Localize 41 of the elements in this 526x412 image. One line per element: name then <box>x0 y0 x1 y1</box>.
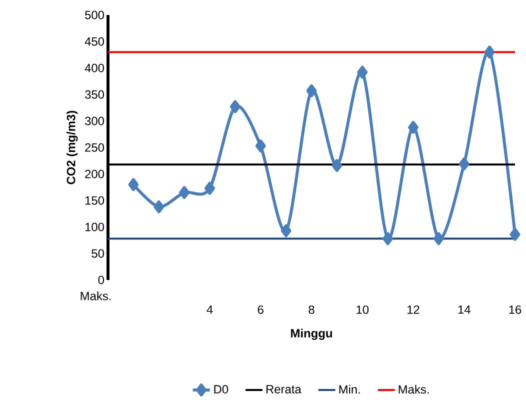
y-tick-label: 500 <box>85 10 104 20</box>
point <box>510 228 520 241</box>
point <box>204 182 215 195</box>
legend-label: Min. <box>339 384 360 394</box>
point <box>255 139 266 152</box>
point <box>154 200 164 214</box>
y-tick-label: 300 <box>84 116 104 126</box>
y-tick-label: 450 <box>84 37 104 46</box>
y-tick-label: 400 <box>84 64 104 72</box>
point <box>128 178 139 192</box>
y-axis-title: CO2 (mg/m3) <box>66 110 78 184</box>
point <box>484 46 495 59</box>
point <box>179 186 190 200</box>
point <box>230 100 240 114</box>
point <box>408 120 418 134</box>
legend-label: Rerata <box>266 385 302 394</box>
y-tick-label: 50 <box>92 249 104 258</box>
x-tick-label: 8 <box>308 305 314 314</box>
point <box>332 159 342 172</box>
legend-label: D0 <box>214 385 228 394</box>
point <box>382 232 394 246</box>
y-tick-label: 200 <box>85 170 104 178</box>
x-tick-label: 6 <box>258 305 264 314</box>
y-tick-label: 100 <box>85 222 104 232</box>
y-tick-label: 0 <box>98 276 104 284</box>
point <box>357 66 368 79</box>
x-tick-label: 16 <box>509 305 522 314</box>
x-tick-label: 14 <box>458 305 470 314</box>
x-tick-label: 12 <box>408 305 420 314</box>
point <box>458 157 470 170</box>
point <box>306 84 317 98</box>
legend-label: Maks. <box>398 384 429 394</box>
y-tick-label: 150 <box>85 196 104 205</box>
x-tick-label: 4 <box>206 305 213 314</box>
y-tick-label: 250 <box>85 143 104 152</box>
x-axis-title: Minggu <box>291 328 332 340</box>
text: Maks. <box>80 291 111 300</box>
point <box>433 232 444 246</box>
x-tick-label: 10 <box>356 305 369 314</box>
point <box>280 224 292 238</box>
y-tick-label: 350 <box>84 90 104 99</box>
